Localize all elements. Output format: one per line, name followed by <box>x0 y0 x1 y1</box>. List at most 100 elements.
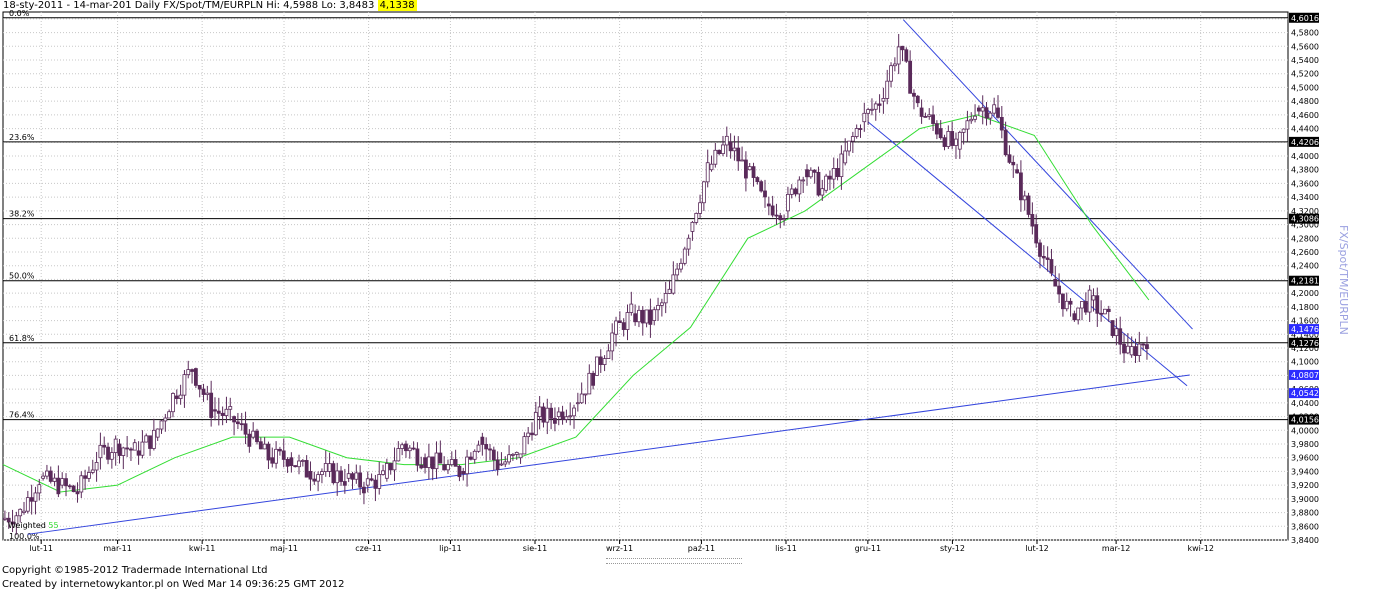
candle-body <box>1007 154 1012 163</box>
candle-body <box>1103 308 1107 315</box>
candle-body <box>881 98 886 102</box>
candle-body <box>766 203 771 207</box>
candle-body <box>1064 300 1069 310</box>
candle-body <box>1145 344 1149 349</box>
candle-body <box>56 477 61 495</box>
candle <box>1114 318 1119 346</box>
candle <box>270 447 275 468</box>
candle-body <box>1122 343 1126 354</box>
candle-body <box>461 471 466 475</box>
candle-body <box>1137 343 1142 356</box>
y-tick-label: 3,9000 <box>1291 495 1319 504</box>
x-tick-label: lis-11 <box>775 544 797 553</box>
candle <box>984 102 989 126</box>
candle <box>954 132 958 159</box>
candle-body <box>858 128 863 130</box>
candle-body <box>629 303 634 313</box>
x-tick-label: maj-11 <box>270 544 298 553</box>
price-tag-text: 4,1476 <box>1291 325 1319 334</box>
candle <box>679 258 683 273</box>
candle <box>763 179 767 208</box>
candle <box>106 442 110 465</box>
candle <box>862 102 867 132</box>
candle-body <box>468 456 473 460</box>
candle <box>1099 300 1104 322</box>
candle <box>652 306 657 326</box>
candle <box>705 149 710 188</box>
candle <box>568 402 573 426</box>
candle-body <box>625 312 630 330</box>
candle <box>251 422 256 440</box>
candle-body <box>1114 328 1119 336</box>
price-tag-box <box>1289 369 1319 380</box>
candle-body <box>1110 320 1115 336</box>
candle <box>854 124 859 139</box>
candle-body <box>308 471 313 480</box>
candle <box>713 143 718 168</box>
candle-body <box>957 131 962 150</box>
candle-body <box>717 149 722 155</box>
chart-header: 18-sty-2011 - 14-mar-201 Daily FX/Spot/T… <box>3 0 417 11</box>
header-last-value: 4,1338 <box>377 0 417 11</box>
candle <box>213 397 217 421</box>
candle-body <box>514 452 519 455</box>
candle <box>579 382 584 405</box>
candle <box>297 454 301 475</box>
candle-body <box>919 107 924 117</box>
candle <box>285 457 290 473</box>
candle-body <box>679 262 683 270</box>
candle <box>1003 121 1008 157</box>
candle <box>446 459 450 474</box>
candle-body <box>163 417 168 422</box>
candle-body <box>167 411 172 419</box>
candle <box>526 427 531 445</box>
candle-body <box>94 462 99 471</box>
fib-price-tag-text: 4,2181 <box>1291 277 1319 286</box>
candle-body <box>262 443 267 450</box>
candle-body <box>228 406 233 410</box>
candle <box>243 411 248 445</box>
candle-body <box>980 107 985 112</box>
candle <box>892 57 897 72</box>
candle <box>1076 307 1081 325</box>
candle <box>812 169 817 184</box>
candle <box>442 456 447 471</box>
candle-body <box>136 450 141 456</box>
candle <box>388 462 393 475</box>
candle <box>1141 342 1146 351</box>
candle-body <box>29 497 34 502</box>
candle-body <box>64 478 68 487</box>
candle <box>3 510 7 522</box>
candle <box>1038 239 1042 269</box>
candle-body <box>686 237 691 250</box>
candle <box>163 413 168 432</box>
candle-body <box>747 166 752 171</box>
candle <box>274 441 278 469</box>
horizontal-scroll-indicator[interactable] <box>606 558 742 564</box>
candle <box>1145 336 1149 360</box>
candle-body <box>151 429 156 449</box>
candle-body <box>583 393 588 396</box>
candle <box>136 441 141 465</box>
candle <box>178 384 183 405</box>
candle-body <box>41 475 46 479</box>
candle <box>858 124 863 138</box>
candle <box>392 447 397 482</box>
candle-body <box>652 309 657 321</box>
x-tick-label: sie-11 <box>523 544 547 553</box>
candle <box>304 455 309 478</box>
candle <box>87 466 91 482</box>
candle-body <box>533 412 538 436</box>
candle <box>132 439 137 451</box>
y-tick-label: 4,4600 <box>1291 111 1319 120</box>
trendline <box>27 374 1190 535</box>
candle-body <box>339 470 343 482</box>
candle <box>320 468 324 484</box>
candle <box>541 402 546 428</box>
candle <box>553 407 557 432</box>
candle <box>457 464 462 482</box>
candle <box>94 451 99 482</box>
candle-body <box>304 460 309 478</box>
candle-body <box>71 485 76 493</box>
